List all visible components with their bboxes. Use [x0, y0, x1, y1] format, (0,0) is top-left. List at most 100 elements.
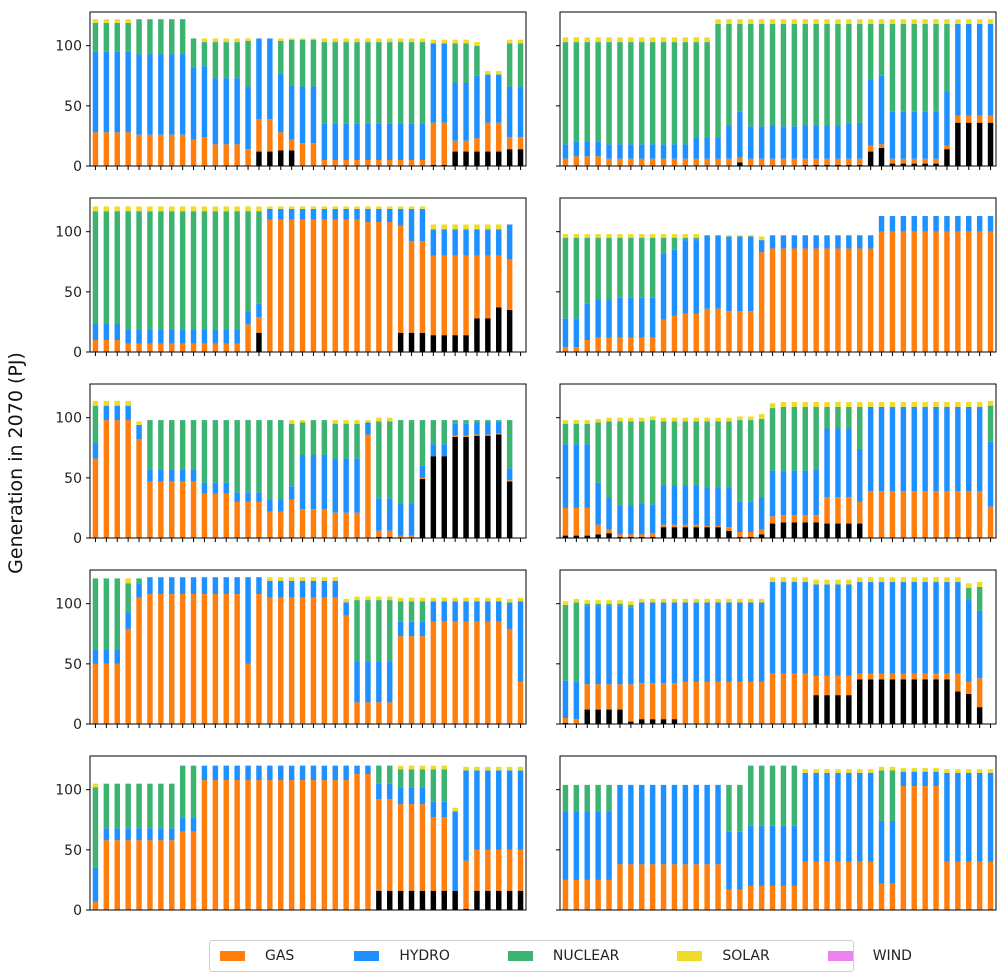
bar-segment-unlabeled: [628, 536, 634, 538]
bar-segment-gas: [256, 594, 262, 724]
bar-segment-gas: [758, 681, 765, 724]
bar-segment-solar: [824, 769, 830, 773]
bar-segment-gas: [299, 219, 306, 352]
legend-label-gas: GAS: [265, 948, 295, 964]
bar-segment-hydro: [485, 74, 491, 123]
bar-segment-gas: [824, 675, 830, 696]
bar-segment-solar: [606, 37, 612, 43]
bar-segment-nuclear: [813, 406, 819, 470]
bar-segment-nuclear: [158, 211, 164, 330]
bar-segment-gas: [573, 347, 580, 352]
bar-segment-gas: [201, 493, 208, 538]
bar-segment-gas: [639, 158, 645, 166]
bar-segment-gas: [846, 248, 852, 352]
bar-segment-solar: [278, 577, 284, 581]
bar-segment-hydro: [517, 770, 524, 850]
bar-segment-gas: [649, 864, 656, 910]
bar-segment-hydro: [573, 811, 580, 880]
bar-segment-solar: [474, 42, 480, 46]
bar-segment-gas: [354, 702, 360, 724]
legend-swatch-hydro: [354, 951, 380, 961]
bar-segment-gas: [857, 861, 863, 911]
bar-segment-solar: [430, 39, 437, 44]
bar-segment-solar: [321, 206, 328, 209]
bar-segment-gas: [639, 534, 645, 537]
bar-segment-gas: [474, 255, 480, 319]
bar-segment-hydro: [136, 54, 142, 135]
bar-segment-gas: [682, 524, 689, 528]
bar-segment-solar: [791, 402, 798, 407]
bar-segment-hydro: [704, 487, 710, 526]
bar-segment-hydro: [955, 772, 961, 862]
bar-segment-gas: [452, 621, 458, 724]
bar-segment-hydro: [878, 216, 885, 232]
bar-segment-gas: [365, 774, 371, 910]
bar-segment-hydro: [136, 828, 142, 841]
bar-segment-gas: [682, 158, 689, 166]
bar-segment-hydro: [617, 505, 623, 535]
bar-segment-hydro: [441, 444, 447, 457]
bar-segment-nuclear: [474, 45, 480, 76]
bar-segment-hydro: [234, 577, 240, 595]
bar-segment-hydro: [92, 442, 99, 459]
bar-segment-solar: [966, 19, 972, 25]
bar-segment-nuclear: [245, 420, 251, 493]
bar-segment-solar: [791, 19, 798, 25]
bar-segment-gas: [693, 681, 699, 724]
bar-segment-hydro: [485, 422, 491, 435]
bar-segment-gas: [704, 158, 710, 166]
bar-segment-gas: [147, 840, 153, 910]
bar-segment-solar: [628, 234, 634, 238]
bar-segment-hydro: [190, 577, 197, 595]
bar-segment-nuclear: [397, 420, 404, 504]
bar-segment-solar: [835, 402, 841, 407]
bar-segment-hydro: [573, 318, 580, 348]
bar-segment-gas: [158, 481, 164, 538]
bar-segment-gas: [463, 621, 469, 724]
bar-segment-hydro: [649, 504, 656, 534]
bar-segment-gas: [190, 481, 197, 538]
bar-segment-solar: [310, 38, 317, 40]
bar-segment-hydro: [846, 772, 852, 862]
bar-segment-unlabeled: [474, 151, 480, 166]
bar-segment-hydro: [288, 85, 295, 140]
bar-segment-hydro: [606, 606, 612, 685]
bar-segment-hydro: [584, 303, 590, 340]
bar-segment-hydro: [496, 601, 502, 622]
bar-segment-hydro: [889, 406, 896, 492]
bar-segment-solar: [944, 769, 950, 773]
bar-segment-hydro: [114, 323, 120, 340]
bar-segment-hydro: [223, 577, 229, 595]
bar-segment-solar: [234, 38, 240, 43]
bar-segment-solar: [639, 598, 645, 603]
bar-segment-solar: [288, 420, 295, 424]
bar-segment-hydro: [944, 772, 950, 862]
bar-segment-nuclear: [169, 420, 175, 470]
bar-segment-solar: [933, 768, 939, 772]
bar-segment-nuclear: [617, 603, 623, 607]
bar-segment-hydro: [922, 771, 928, 787]
bar-segment-hydro: [846, 428, 852, 498]
bar-segment-hydro: [267, 765, 273, 781]
bar-segment-solar: [955, 769, 961, 773]
bar-segment-nuclear: [737, 24, 743, 112]
y-tick-label: 0: [73, 345, 82, 361]
bar-segment-hydro: [463, 770, 469, 861]
bar-segment-hydro: [463, 229, 469, 256]
bar-segment-gas: [212, 780, 219, 910]
bar-segment-solar: [813, 769, 819, 773]
bar-segment-nuclear: [660, 42, 667, 145]
bar-segment-gas: [147, 481, 153, 538]
bar-segment-unlabeled: [671, 719, 678, 724]
y-tick-label: 100: [55, 39, 82, 55]
bar-segment-gas: [158, 594, 164, 724]
bar-segment-gas: [835, 248, 841, 352]
bar-segment-hydro: [857, 448, 863, 502]
bar-segment-gas: [911, 158, 917, 164]
bar-segment-hydro: [441, 601, 447, 622]
bar-segment-hydro: [201, 765, 208, 781]
bar-segment-hydro: [639, 297, 645, 338]
bar-segment-solar: [758, 414, 765, 419]
bar-segment-gas: [900, 158, 907, 164]
bar-segment-nuclear: [606, 784, 612, 812]
